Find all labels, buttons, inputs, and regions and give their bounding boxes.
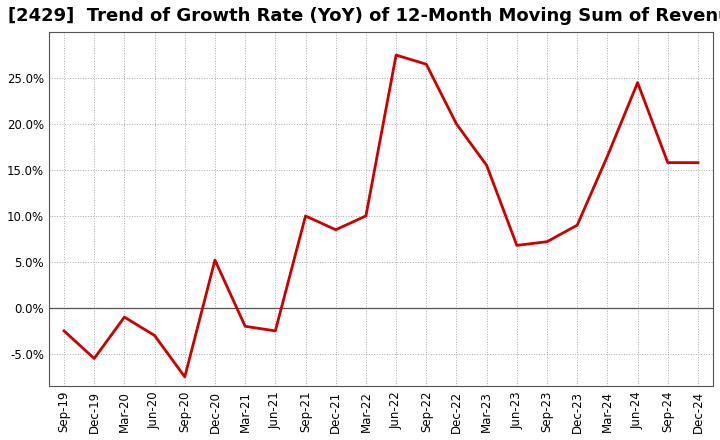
Title: [2429]  Trend of Growth Rate (YoY) of 12-Month Moving Sum of Revenues: [2429] Trend of Growth Rate (YoY) of 12-… xyxy=(8,7,720,25)
